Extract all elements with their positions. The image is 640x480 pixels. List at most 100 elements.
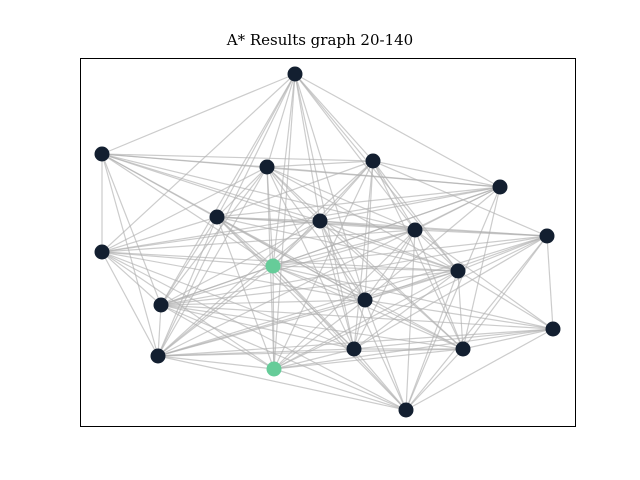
graph-edge — [272, 235, 548, 267]
graph-node — [398, 402, 414, 418]
graph-node — [545, 321, 561, 337]
graph-node — [259, 159, 275, 175]
graph-edge — [266, 166, 366, 301]
graph-edge — [414, 229, 548, 237]
graph-node — [94, 146, 110, 162]
graph-node — [365, 153, 381, 169]
edge-layer — [101, 73, 554, 411]
graph-edge — [101, 220, 321, 253]
graph-title: A* Results graph 20-140 — [226, 31, 414, 49]
graph-edge — [272, 220, 321, 267]
graph-edge — [273, 348, 355, 370]
graph-edge — [216, 216, 275, 370]
graph-edge — [157, 216, 218, 357]
graph-edge — [160, 299, 366, 306]
graph-edge — [272, 160, 374, 267]
graph-edge — [216, 216, 407, 411]
graph-edge — [101, 153, 374, 162]
graph-edge — [319, 220, 548, 237]
graph-edge — [462, 235, 548, 350]
graph-edge — [101, 251, 355, 350]
graph-edge — [160, 304, 554, 330]
graph-edge — [101, 251, 366, 301]
graph-edge — [546, 235, 554, 330]
graph-edge — [414, 229, 554, 330]
graph-edge — [160, 229, 416, 306]
graph-node — [346, 341, 362, 357]
graph-edge — [266, 160, 374, 168]
graph-edge — [160, 304, 464, 350]
graph-edge — [353, 229, 416, 350]
graph-edge — [101, 186, 501, 253]
graph-node — [492, 179, 508, 195]
graph-edge — [294, 73, 366, 301]
graph-edge — [160, 265, 274, 306]
graph-edge — [294, 73, 374, 162]
graph-edge — [157, 220, 321, 357]
graph-node — [150, 348, 166, 364]
graph-edge — [405, 235, 548, 411]
graph-edge — [372, 160, 548, 237]
graph-node — [407, 222, 423, 238]
graph-node — [450, 263, 466, 279]
graph-edge — [216, 160, 374, 218]
graph-edge — [364, 299, 464, 350]
graph-edge — [272, 265, 366, 301]
node-layer — [94, 66, 561, 418]
graph-edge — [405, 328, 554, 411]
graph-edge — [160, 304, 275, 370]
graph-edge — [266, 73, 296, 168]
graph-edge — [319, 220, 407, 411]
graph-edge — [157, 355, 407, 411]
graph-node — [539, 228, 555, 244]
graph-node — [357, 292, 373, 308]
graph-edge — [216, 216, 464, 350]
graph-edge — [319, 220, 464, 350]
graph-edge — [266, 166, 501, 188]
graph-edge — [405, 186, 501, 411]
graph-edge — [101, 153, 416, 231]
graph-edge — [101, 153, 162, 306]
graph-node — [153, 297, 169, 313]
graph-edge — [294, 73, 459, 272]
graph-node — [94, 244, 110, 260]
graph-edge — [372, 160, 501, 188]
graph-node-highlighted — [266, 361, 282, 377]
graph-edge — [273, 235, 548, 370]
graph-node — [209, 209, 225, 225]
graph-edge — [101, 153, 274, 267]
graph-edge — [364, 299, 407, 411]
graph-edge — [101, 73, 296, 253]
graph-edge — [273, 348, 464, 370]
graph-edge — [160, 235, 548, 306]
graph-edge — [364, 299, 554, 330]
graph-edge — [457, 270, 554, 330]
graph-edge — [272, 229, 416, 267]
graph-edge — [157, 355, 275, 370]
graph-edge — [272, 265, 459, 272]
graph-edge — [157, 299, 366, 357]
graph-edge — [216, 216, 459, 272]
graph-edge — [266, 166, 464, 350]
graph-edge — [101, 251, 274, 267]
graph-node-highlighted — [265, 258, 281, 274]
graph-edge — [216, 166, 268, 218]
graph-edge — [405, 348, 464, 411]
graph-node — [455, 341, 471, 357]
graph-edge — [157, 348, 464, 357]
plot-frame — [80, 58, 576, 427]
graph-edge — [160, 304, 407, 411]
graph-edge — [266, 166, 416, 231]
graph-edge — [273, 368, 407, 411]
graph-edge — [353, 299, 366, 350]
graph-edge — [462, 328, 554, 350]
graph-edge — [294, 73, 501, 188]
graph-edge — [319, 220, 459, 272]
graph-edge — [101, 251, 407, 411]
graph-node — [312, 213, 328, 229]
graph-edge — [272, 265, 554, 330]
graph-edge — [101, 153, 459, 272]
graph-edge — [101, 216, 218, 253]
graph-edge — [160, 216, 218, 306]
